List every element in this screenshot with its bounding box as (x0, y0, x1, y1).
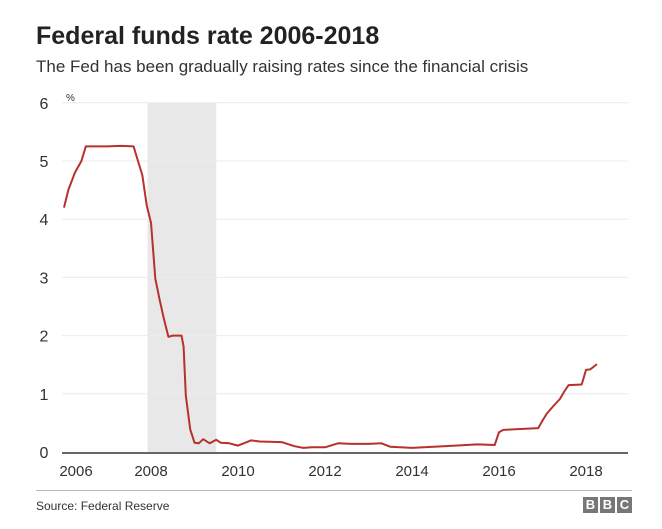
y-tick-label: 3 (40, 270, 49, 287)
y-tick-label: 5 (40, 154, 49, 171)
source-note: Source: Federal Reserve (36, 499, 170, 513)
bbc-logo-block: B (600, 497, 615, 513)
y-tick-label: 6 (40, 96, 49, 113)
x-tick-label: 2016 (482, 463, 515, 480)
x-tick-label: 2012 (308, 463, 341, 480)
rate-line (63, 144, 598, 449)
x-tick-label: 2006 (59, 463, 92, 480)
y-tick-label: 2 (40, 329, 49, 346)
bbc-logo-block: C (617, 497, 632, 513)
x-tick-label: 2008 (134, 463, 167, 480)
footer-divider (36, 490, 632, 491)
y-tick-label: 4 (40, 212, 49, 229)
y-tick-label: 1 (40, 387, 49, 404)
x-tick-label: 2010 (221, 463, 254, 480)
x-tick-label: 2014 (395, 463, 428, 480)
bbc-logo-block: B (583, 497, 598, 513)
chart-subtitle: The Fed has been gradually raising rates… (36, 57, 529, 76)
chart-title: Federal funds rate 2006-2018 (36, 22, 380, 50)
y-tick-label: 0 (40, 445, 49, 462)
y-axis-unit: % (66, 93, 75, 104)
x-tick-label: 2018 (569, 463, 602, 480)
